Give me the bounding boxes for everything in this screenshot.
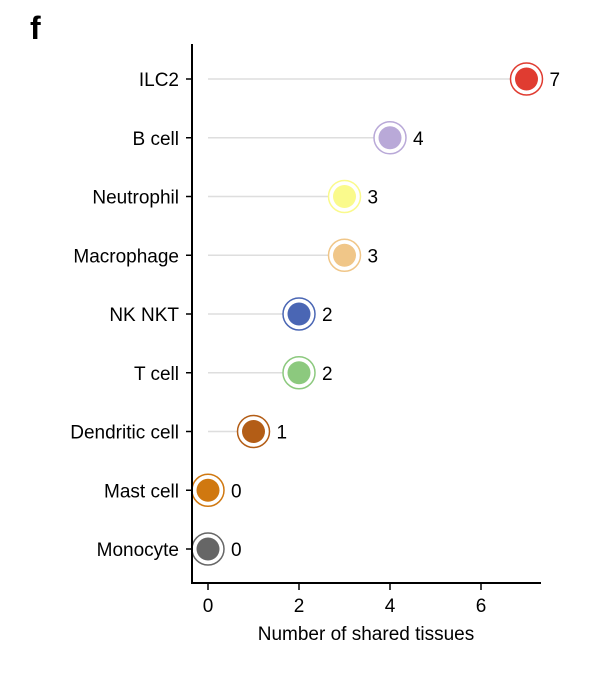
category-label: B cell [133,129,179,150]
dot-group [191,62,544,566]
category-label: Neutrophil [92,188,179,209]
data-point [196,537,220,561]
category-label: Macrophage [73,246,179,267]
value-label: 3 [368,188,379,209]
data-point [333,243,356,267]
category-label: Mast cell [104,481,179,502]
data-point [287,361,311,385]
x-tick-group: 0 2 4 6 [203,583,487,617]
data-point [515,67,538,91]
x-tick-label: 0 [203,596,214,617]
value-label: 0 [231,540,242,561]
value-label: 2 [322,305,333,326]
x-tick-label: 4 [385,596,396,617]
data-point [378,126,402,150]
value-label: 1 [277,423,288,444]
x-axis-title: Number of shared tissues [258,624,475,645]
value-label: 7 [550,70,561,91]
x-tick-label: 6 [476,596,487,617]
category-label: Dendritic cell [70,423,179,444]
data-point [242,420,265,443]
data-point [196,478,220,502]
value-label: 4 [413,129,424,150]
category-label: NK NKT [109,305,179,326]
data-point [333,185,356,208]
data-point [287,302,311,326]
category-label: ILC2 [139,70,179,91]
value-label: 2 [322,364,333,385]
value-label: 0 [231,481,242,502]
stem-group [208,78,511,433]
category-label-group: ILC2 B cell Neutrophil Macrophage NK NKT T ce… [70,70,192,561]
value-label-group: 7 4 3 3 2 2 1 0 0 [231,70,560,561]
x-tick-label: 2 [294,596,305,617]
value-label: 3 [368,246,379,267]
category-label: T cell [134,364,179,385]
category-label: Monocyte [97,540,179,561]
panel-letter: f [30,10,41,46]
